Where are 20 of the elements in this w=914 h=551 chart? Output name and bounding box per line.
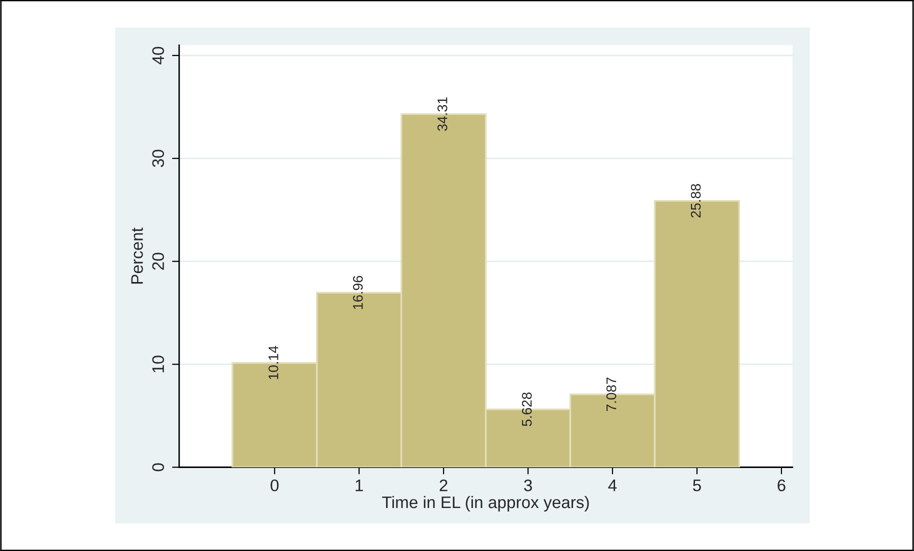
data-label: 34.31: [437, 97, 448, 131]
x-axis-title: Time in EL (in approx years): [382, 496, 589, 512]
x-tick-label: 6: [778, 479, 786, 492]
y-axis-title: Percent: [131, 228, 143, 284]
data-label: 5.628: [522, 392, 532, 426]
data-label: 10.14: [268, 346, 278, 380]
data-label: 7.087: [606, 378, 616, 411]
x-tick-label: 1: [356, 480, 363, 492]
x-tick-label: 2: [440, 479, 448, 492]
y-tick-label: 10: [152, 356, 164, 372]
y-tick-label: 40: [152, 46, 164, 64]
x-tick-label: 5: [693, 480, 701, 492]
x-tick-label: 4: [608, 480, 617, 492]
y-tick-label: 30: [152, 150, 164, 168]
data-label: 16.96: [352, 276, 363, 309]
data-label: 25.88: [690, 184, 701, 218]
y-tick-label: 20: [152, 252, 164, 270]
x-tick-label: 3: [524, 479, 532, 492]
x-tick-label: 0: [270, 479, 279, 492]
y-tick-label: 0: [152, 463, 164, 472]
